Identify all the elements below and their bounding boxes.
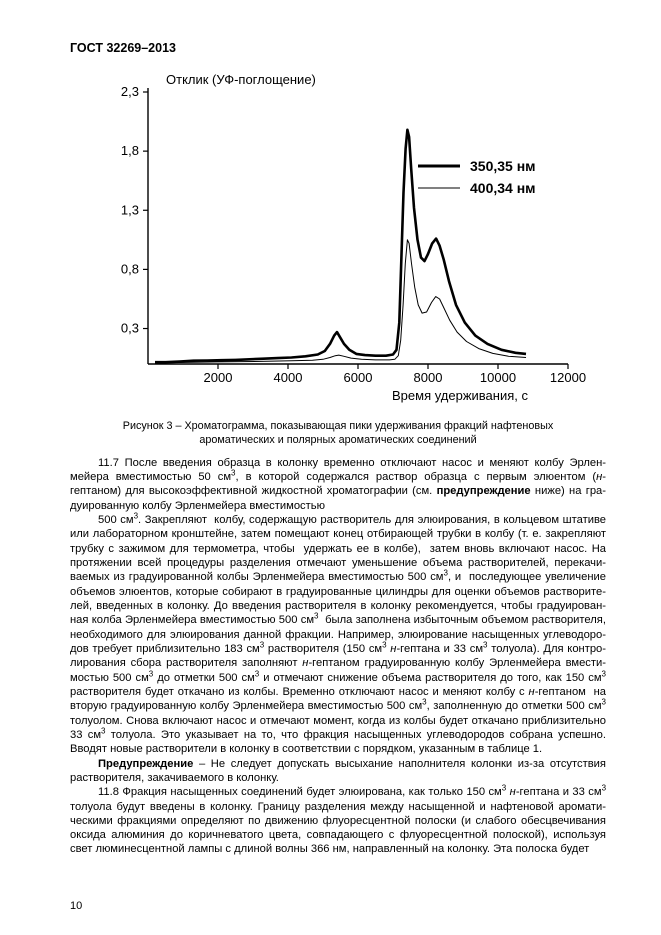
svg-text:6000: 6000 (344, 370, 373, 385)
svg-text:1,8: 1,8 (121, 143, 139, 158)
svg-text:2,3: 2,3 (121, 84, 139, 99)
svg-text:10000: 10000 (480, 370, 516, 385)
svg-text:Отклик (УФ-поглощение): Отклик (УФ-поглощение) (166, 72, 316, 87)
svg-text:2000: 2000 (204, 370, 233, 385)
doc-standard-number: ГОСТ 32269–2013 (70, 40, 606, 56)
svg-text:8000: 8000 (414, 370, 443, 385)
svg-text:Время удерживания, с: Время удерживания, с (392, 388, 528, 403)
chart-svg: Отклик (УФ-поглощение) 0,3 0,8 1,3 1,8 2,3 200… (88, 70, 588, 410)
svg-text:0,8: 0,8 (121, 261, 139, 276)
svg-text:350,35 нм: 350,35 нм (470, 158, 536, 174)
svg-text:1,3: 1,3 (121, 202, 139, 217)
figure-caption: Рисунок 3 – Хроматограмма, показывающая … (100, 420, 576, 448)
chromatogram-chart: Отклик (УФ-поглощение) 0,3 0,8 1,3 1,8 2,3 200… (88, 70, 588, 410)
page-number: 10 (70, 899, 82, 913)
svg-text:12000: 12000 (550, 370, 586, 385)
body-text: 11.7 После введения образца в колонку вр… (70, 456, 606, 857)
svg-text:400,34 нм: 400,34 нм (470, 180, 536, 196)
svg-text:0,3: 0,3 (121, 321, 139, 336)
svg-text:4000: 4000 (274, 370, 303, 385)
